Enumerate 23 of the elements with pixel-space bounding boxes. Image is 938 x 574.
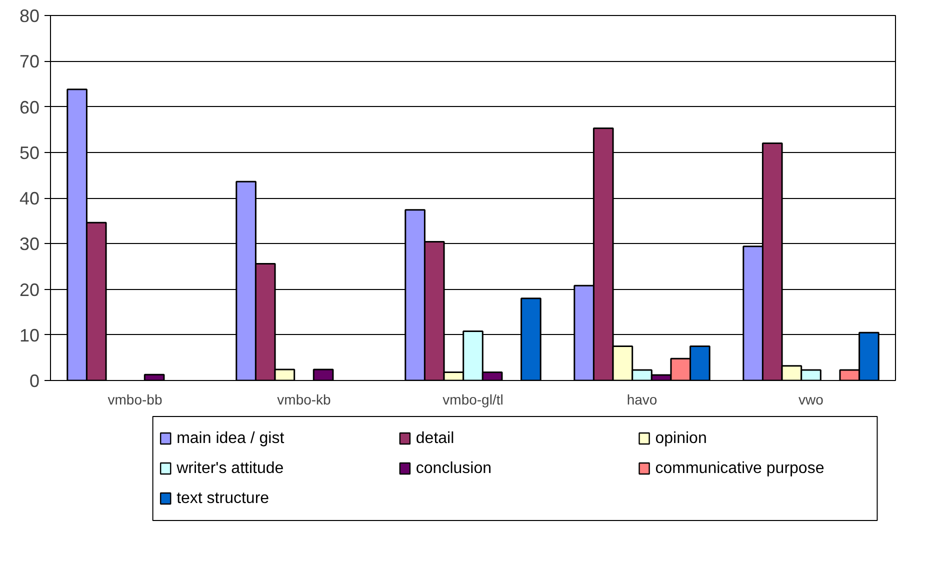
legend-label: communicative purpose — [655, 460, 824, 477]
y-tick-label: 30 — [19, 234, 40, 254]
y-tick-label: 10 — [19, 325, 40, 346]
x-tick-label: vwo — [798, 392, 824, 408]
bar — [144, 374, 165, 380]
legend-label: main idea / gist — [176, 430, 285, 447]
legend-label: text structure — [176, 490, 270, 507]
x-tick-label: havo — [626, 392, 658, 408]
legend-label: writer's attitude — [176, 460, 284, 477]
x-tick-label: vmbo-bb — [108, 392, 162, 408]
x-tick-label: vmbo-kb — [277, 392, 332, 408]
y-tick-label: 40 — [19, 188, 40, 208]
legend-label: conclusion — [416, 460, 492, 477]
y-tick-label: 60 — [19, 97, 40, 118]
y-tick-label: 0 — [29, 371, 40, 391]
bar — [312, 368, 334, 380]
legend-label: opinion — [655, 430, 707, 447]
x-tick-label: vmbo-gl/tl — [442, 392, 504, 408]
legend-label: detail — [416, 430, 454, 447]
y-tick-label: 80 — [19, 6, 40, 26]
y-tick-label: 20 — [19, 280, 40, 300]
y-tick-label: 70 — [19, 52, 40, 72]
y-tick-label: 50 — [19, 142, 40, 163]
